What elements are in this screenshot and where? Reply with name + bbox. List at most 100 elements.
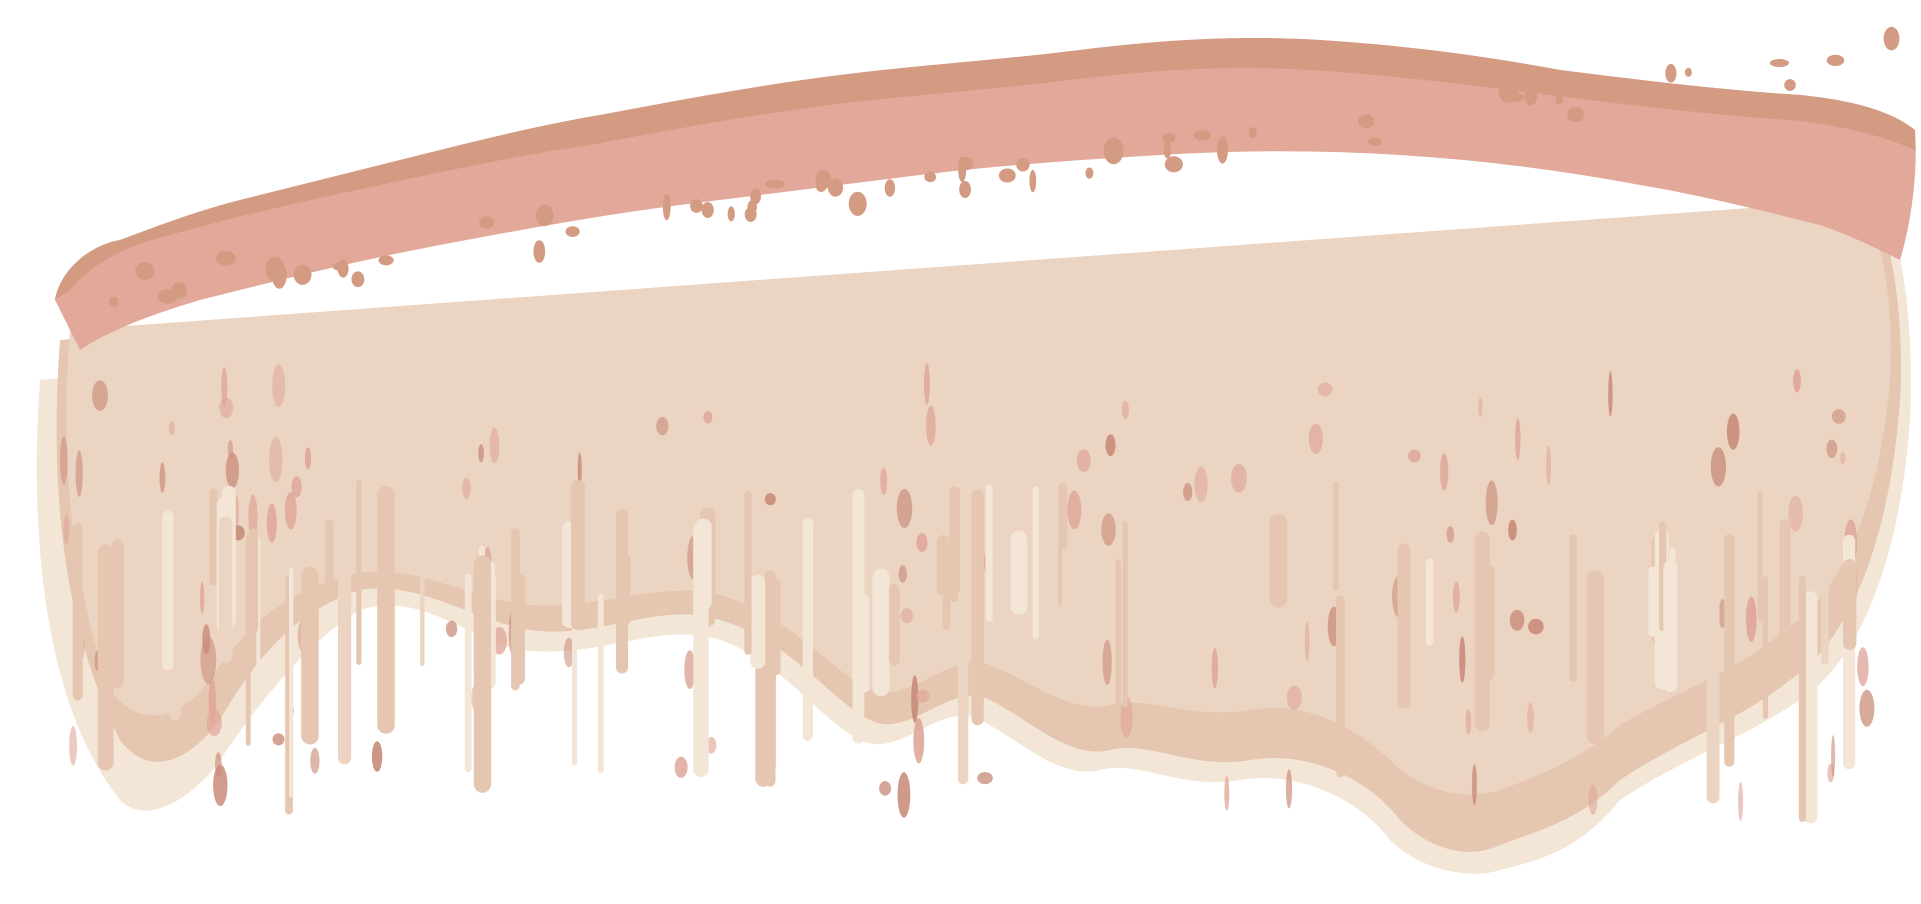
speckle xyxy=(577,452,582,489)
speckle xyxy=(272,364,286,408)
drip xyxy=(1587,570,1604,745)
drip xyxy=(1762,576,1768,719)
speckle xyxy=(1304,621,1310,662)
speckle xyxy=(1710,447,1726,487)
edge-blob xyxy=(924,171,937,183)
speckle xyxy=(1224,775,1230,811)
speckle xyxy=(1465,709,1472,735)
speckle xyxy=(489,427,500,464)
edge-blob xyxy=(109,296,119,307)
speckle xyxy=(1452,581,1460,613)
edge-blob xyxy=(1826,54,1845,67)
edge-blob xyxy=(727,206,735,222)
drip xyxy=(1032,486,1039,639)
speckle xyxy=(462,477,471,499)
drip xyxy=(957,588,969,785)
speckle xyxy=(1528,618,1544,635)
drip xyxy=(570,480,585,631)
drip xyxy=(1648,566,1658,637)
edge-blob xyxy=(535,204,554,227)
speckle xyxy=(900,608,913,624)
drip xyxy=(112,539,124,689)
speckle xyxy=(266,503,277,543)
speckle xyxy=(880,467,888,495)
speckle xyxy=(200,636,217,684)
drip xyxy=(512,573,525,685)
drip xyxy=(1397,543,1411,709)
edge-blob xyxy=(1665,64,1677,83)
edge-blob xyxy=(1085,167,1094,179)
speckle xyxy=(1508,519,1517,541)
speckle xyxy=(1440,453,1449,491)
speckle xyxy=(896,488,913,529)
speckle xyxy=(684,650,696,690)
edge-blob xyxy=(378,255,394,266)
edge-blob xyxy=(351,271,365,288)
edge-blob xyxy=(1163,141,1172,159)
speckle xyxy=(1446,526,1455,543)
drip xyxy=(289,567,294,798)
drip xyxy=(1633,500,1650,561)
speckle xyxy=(1478,397,1483,418)
drip xyxy=(356,480,362,665)
speckle xyxy=(1286,685,1302,711)
edge-blob xyxy=(884,179,896,197)
drip xyxy=(1426,558,1434,646)
drip xyxy=(1122,521,1128,708)
speckle xyxy=(60,436,68,485)
speckle xyxy=(1105,434,1116,457)
speckle xyxy=(911,675,919,723)
edge-blob xyxy=(765,179,785,189)
edge-blob xyxy=(815,169,832,190)
drip xyxy=(1798,575,1806,822)
speckle xyxy=(1067,490,1082,530)
drip xyxy=(971,489,984,726)
edge-blob xyxy=(690,199,703,213)
drip xyxy=(597,593,604,773)
drip xyxy=(802,517,813,741)
drip xyxy=(218,516,233,664)
speckle xyxy=(879,781,892,796)
speckle xyxy=(1459,636,1466,683)
speckle xyxy=(1194,466,1208,503)
speckle xyxy=(1102,639,1112,686)
edge-blob xyxy=(750,188,761,205)
drip xyxy=(1821,554,1829,665)
speckle xyxy=(92,380,108,411)
edge-blob xyxy=(848,191,867,216)
paint-drips xyxy=(72,480,1857,824)
drip xyxy=(1663,560,1678,693)
drip xyxy=(377,486,395,734)
speckle xyxy=(206,709,222,737)
speckle xyxy=(1515,417,1521,461)
speckle xyxy=(1231,463,1247,493)
edge-blob xyxy=(958,156,974,171)
speckle xyxy=(1588,784,1598,815)
drip xyxy=(420,543,425,667)
speckle xyxy=(63,514,70,545)
speckle xyxy=(1738,782,1744,821)
drip xyxy=(1269,513,1288,608)
drip xyxy=(162,510,174,671)
drip xyxy=(1475,531,1490,732)
speckle xyxy=(1831,409,1846,424)
speckle xyxy=(674,756,688,778)
edge-blob xyxy=(1784,79,1796,91)
speckle xyxy=(913,717,925,764)
speckle xyxy=(1183,482,1193,502)
drip xyxy=(1336,595,1345,778)
speckle xyxy=(1788,495,1803,532)
speckle xyxy=(703,411,713,424)
edge-blob xyxy=(662,193,671,221)
drip xyxy=(324,519,334,602)
drip xyxy=(1115,559,1121,718)
drip xyxy=(301,566,319,745)
speckle xyxy=(1408,449,1421,463)
edge-blob xyxy=(1161,133,1176,143)
drip xyxy=(750,574,766,669)
speckle xyxy=(1121,400,1129,420)
speckle xyxy=(1101,513,1116,546)
speckle xyxy=(248,494,258,539)
speckle xyxy=(1746,596,1757,642)
speckle xyxy=(371,741,383,772)
